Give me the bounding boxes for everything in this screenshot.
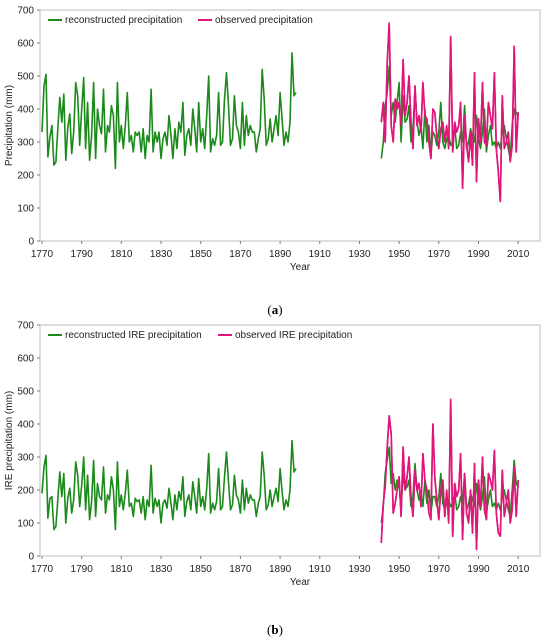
y-tick-label: 500: [17, 387, 34, 398]
x-tick-label: 1830: [150, 564, 173, 575]
x-tick-label: 1970: [428, 249, 451, 260]
y-tick-label: 600: [17, 354, 34, 365]
y-tick-label: 200: [17, 486, 34, 497]
plot-area-frame: [39, 9, 541, 242]
y-tick-label: 200: [17, 171, 34, 182]
x-tick-label: 1770: [31, 564, 54, 575]
plot-area-frame: [39, 324, 541, 557]
x-tick-label: 1810: [110, 249, 133, 260]
x-tick-label: 2010: [507, 564, 530, 575]
y-tick-label: 300: [17, 453, 34, 464]
caption-letter: b: [271, 622, 279, 637]
x-tick-label: 1990: [467, 564, 490, 575]
precipitation-chart-svg: 0 100 200 300 400 500 600 700 1770 1790 1810 1830 18…: [4, 6, 541, 273]
y-tick-label: 0: [28, 552, 34, 563]
y-tick-label: 500: [17, 72, 34, 83]
x-axis-title: Year: [290, 577, 311, 588]
legend-label: observed precipitation: [215, 15, 313, 26]
chart-panel-b: 0 100 200 300 400 500 600 700 1770 1790 1810 1830 18…: [0, 317, 550, 607]
x-tick-label: 1830: [150, 249, 173, 260]
x-tick-label: 1950: [388, 564, 411, 575]
x-tick-label: 2010: [507, 249, 530, 260]
y-axis-title: Precipitation (mm): [4, 85, 15, 166]
panel-caption-b: (b): [0, 622, 550, 638]
x-tick-label: 1770: [31, 249, 54, 260]
x-tick-label: 1870: [229, 564, 252, 575]
x-tick-label: 1910: [309, 249, 332, 260]
series-line: [380, 22, 519, 203]
chart-panel-a: 0 100 200 300 400 500 600 700 1770 1790 1810 1830 18…: [0, 2, 550, 292]
y-tick-label: 0: [28, 237, 34, 248]
x-tick-label: 1890: [269, 249, 292, 260]
y-tick-label: 300: [17, 138, 34, 149]
x-tick-label: 1870: [229, 249, 252, 260]
x-tick-label: 1790: [71, 564, 94, 575]
x-tick-label: 1970: [428, 564, 451, 575]
y-tick-label: 700: [17, 6, 34, 17]
y-tick-label: 400: [17, 105, 34, 116]
x-tick-label: 1890: [269, 564, 292, 575]
x-tick-label: 1790: [71, 249, 94, 260]
legend-label: reconstructed IRE precipitation: [65, 330, 202, 341]
x-tick-label: 1810: [110, 564, 133, 575]
caption-paren-close: ): [278, 302, 283, 317]
caption-paren-open: (: [267, 622, 272, 637]
y-tick-label: 100: [17, 204, 34, 215]
legend-label: reconstructed precipitation: [65, 15, 182, 26]
x-tick-label: 1850: [190, 249, 213, 260]
y-tick-label: 100: [17, 519, 34, 530]
series-line: [41, 52, 297, 170]
caption-paren-open: (: [267, 302, 272, 317]
x-tick-label: 1930: [348, 564, 371, 575]
x-axis-title: Year: [290, 262, 311, 273]
x-tick-label: 1950: [388, 249, 411, 260]
x-tick-label: 1910: [309, 564, 332, 575]
x-tick-label: 1850: [190, 564, 213, 575]
x-tick-label: 1930: [348, 249, 371, 260]
panel-caption-a: (a): [0, 302, 550, 318]
series-line: [41, 439, 297, 531]
y-tick-label: 700: [17, 321, 34, 332]
y-axis-title: IRE precipitation (mm): [4, 391, 15, 490]
y-tick-label: 400: [17, 420, 34, 431]
series-line: [380, 398, 519, 551]
legend-label: observed IRE precipitation: [235, 330, 352, 341]
caption-paren-close: ): [278, 622, 283, 637]
ire-precipitation-chart-svg: 0 100 200 300 400 500 600 700 1770 1790 1810 1830 18…: [4, 321, 541, 588]
caption-letter: a: [271, 302, 279, 317]
y-tick-label: 600: [17, 39, 34, 50]
x-tick-label: 1990: [467, 249, 490, 260]
